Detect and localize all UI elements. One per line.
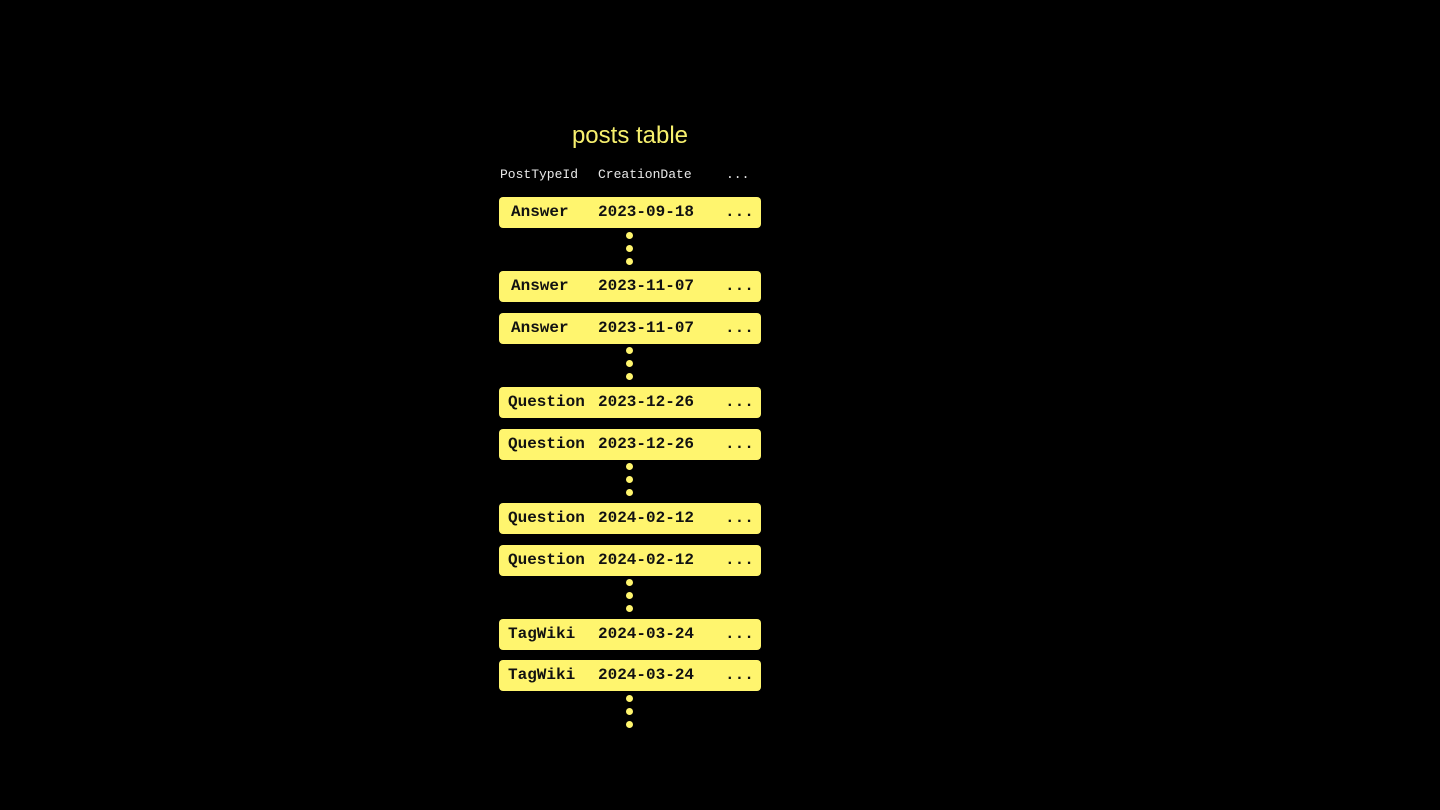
- table-row: Answer 2023-09-18...: [499, 197, 761, 228]
- table-row: TagWiki 2024-03-24...: [499, 660, 761, 691]
- table-row: Answer 2023-11-07...: [499, 271, 761, 302]
- table-row: Question 2023-12-26...: [499, 387, 761, 418]
- creation-date-cell: 2024-03-24: [598, 666, 695, 684]
- more-cell: ...: [725, 625, 754, 643]
- dot: [626, 721, 633, 728]
- table-row: Question 2024-02-12...: [499, 545, 761, 576]
- creation-date-cell: 2024-02-12: [598, 551, 695, 569]
- table-row: Question 2024-02-12...: [499, 503, 761, 534]
- dot: [626, 592, 633, 599]
- dot: [626, 695, 633, 702]
- more-cell: ...: [725, 435, 754, 453]
- post-type-cell: Question: [508, 435, 585, 453]
- column-header-posttypeid: PostTypeId: [500, 167, 579, 182]
- creation-date-cell: 2024-02-12: [598, 509, 695, 527]
- post-type-cell: Answer: [511, 277, 569, 295]
- post-type-cell: Question: [508, 509, 585, 527]
- dot: [626, 232, 633, 239]
- more-cell: ...: [725, 203, 754, 221]
- creation-date-cell: 2023-11-07: [598, 319, 695, 337]
- dot: [626, 579, 633, 586]
- dot: [626, 463, 633, 470]
- dot: [626, 373, 633, 380]
- more-cell: ...: [725, 319, 754, 337]
- post-type-cell: Answer: [511, 319, 569, 337]
- dot: [626, 489, 633, 496]
- post-type-cell: TagWiki: [508, 625, 576, 643]
- post-type-cell: Question: [508, 393, 585, 411]
- table-row: Question 2023-12-26...: [499, 429, 761, 460]
- creation-date-cell: 2023-11-07: [598, 277, 695, 295]
- dot: [626, 360, 633, 367]
- more-cell: ...: [725, 666, 754, 684]
- more-cell: ...: [725, 393, 754, 411]
- dot: [626, 245, 633, 252]
- column-header-more: ...: [726, 167, 750, 182]
- more-cell: ...: [725, 551, 754, 569]
- dot: [626, 605, 633, 612]
- creation-date-cell: 2023-12-26: [598, 435, 695, 453]
- creation-date-cell: 2023-12-26: [598, 393, 695, 411]
- table-row: Answer 2023-11-07...: [499, 313, 761, 344]
- dot: [626, 258, 633, 265]
- dot: [626, 708, 633, 715]
- diagram-title: posts table: [571, 122, 689, 149]
- creation-date-cell: 2023-09-18: [598, 203, 695, 221]
- more-cell: ...: [725, 277, 754, 295]
- dot: [626, 347, 633, 354]
- post-type-cell: Answer: [511, 203, 569, 221]
- dot: [626, 476, 633, 483]
- more-cell: ...: [725, 509, 754, 527]
- creation-date-cell: 2024-03-24: [598, 625, 695, 643]
- post-type-cell: Question: [508, 551, 585, 569]
- post-type-cell: TagWiki: [508, 666, 576, 684]
- column-header-creationdate: CreationDate: [598, 167, 692, 182]
- table-row: TagWiki 2024-03-24...: [499, 619, 761, 650]
